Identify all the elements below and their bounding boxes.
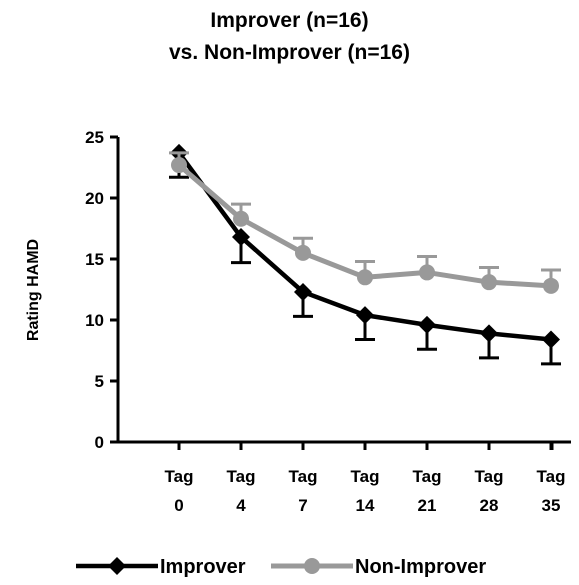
y-tick-label: 0 (95, 433, 104, 452)
legend-marker-improver (108, 557, 126, 575)
legend-marker-non-improver (304, 558, 320, 574)
data-point (542, 330, 560, 349)
data-point (543, 277, 559, 294)
y-tick-label: 10 (85, 311, 104, 330)
x-tick-label-bottom: 14 (356, 496, 375, 515)
x-tick-label-top: Tag (475, 467, 504, 486)
x-tick-label-top: Tag (537, 467, 566, 486)
data-point (233, 210, 249, 227)
chart-legend: Improver Non-Improver (76, 556, 486, 578)
x-tick-label-bottom: 7 (298, 496, 307, 515)
series-non-improver (169, 151, 561, 294)
x-tick-label-top: Tag (165, 467, 194, 486)
data-point (356, 306, 374, 325)
chart-axes (110, 135, 571, 450)
data-point (295, 244, 311, 261)
x-tick-label-bottom: 21 (418, 496, 437, 515)
x-tick-label-bottom: 35 (542, 496, 561, 515)
y-axis-label: Rating HAMD (25, 239, 42, 341)
legend-label-improver: Improver (160, 556, 246, 578)
y-tick-label: 15 (85, 250, 104, 269)
x-tick-label-bottom: 28 (480, 496, 499, 515)
chart-title-line-1: Improver (n=16) (210, 9, 369, 32)
y-tick-label: 20 (85, 189, 104, 208)
x-tick-label-bottom: 0 (174, 496, 183, 515)
x-tick-label-top: Tag (413, 467, 442, 486)
data-point (480, 324, 498, 343)
x-tick-label-bottom: 4 (236, 496, 246, 515)
y-tick-label: 5 (95, 372, 104, 391)
data-point (294, 282, 312, 301)
x-tick-label-top: Tag (227, 467, 256, 486)
data-point (419, 264, 435, 281)
y-tick-label: 25 (85, 128, 104, 147)
chart-series (169, 143, 561, 366)
x-tick-label-top: Tag (351, 467, 380, 486)
legend-label-non-improver: Non-Improver (355, 556, 486, 578)
data-point (418, 315, 436, 334)
series-improver (169, 143, 561, 366)
chart-labels: 0 5 10 15 20 25 Tag 0 Tag 4 Tag 7 Tag 14 Tag 21 Tag 28 Tag… (25, 128, 565, 515)
x-tick-label-top: Tag (289, 467, 318, 486)
data-point (481, 274, 497, 291)
data-point (232, 228, 250, 247)
data-point (171, 157, 187, 174)
chart-title-line-2: vs. Non-Improver (n=16) (169, 41, 410, 64)
data-point (357, 269, 373, 286)
